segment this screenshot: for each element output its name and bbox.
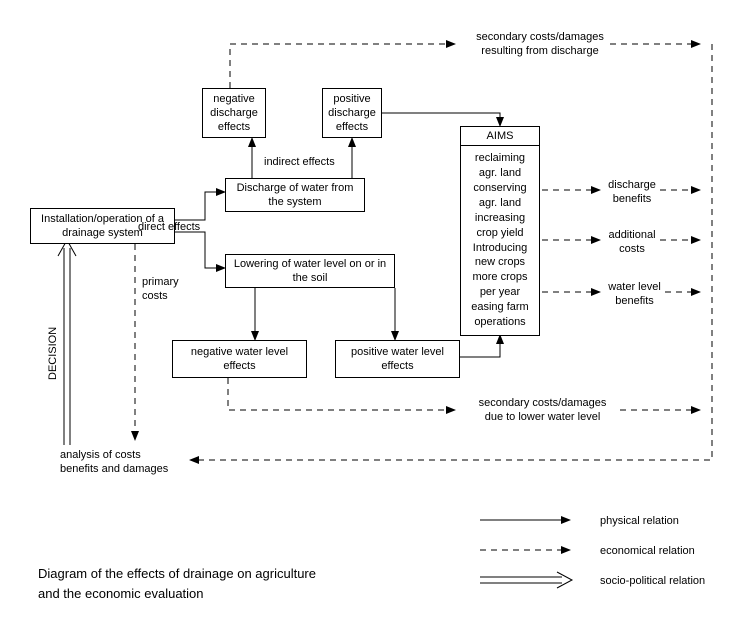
label-additional-costs: additional costs (602, 228, 662, 257)
label-decision: DECISION (47, 327, 59, 380)
box-discharge: Discharge of water from the system (225, 178, 365, 212)
label-sec-cost-discharge: secondary costs/damages resulting from d… (460, 30, 620, 59)
label-analysis: analysis of costs benefits and damages (60, 448, 190, 477)
legend-socio: socio-political relation (600, 574, 705, 588)
box-neg-discharge: negative discharge effects (202, 88, 266, 138)
diagram-title: Diagram of the effects of drainage on ag… (38, 564, 368, 603)
label-indirect: indirect effects (264, 155, 335, 169)
box-neg-wl: negative water level effects (172, 340, 307, 378)
label-sec-cost-wl: secondary costs/damages due to lower wat… (460, 396, 625, 425)
box-pos-wl: positive water level effects (335, 340, 460, 378)
box-aims-body: reclaiming agr. land conserving agr. lan… (460, 146, 540, 336)
legend-physical: physical relation (600, 514, 679, 528)
box-pos-discharge: positive discharge effects (322, 88, 382, 138)
legend-economic: economical relation (600, 544, 695, 558)
box-aims-header: AIMS (460, 126, 540, 146)
label-direct: direct effects (138, 220, 200, 234)
label-wl-benefits: water level benefits (602, 280, 667, 309)
label-discharge-benefits: discharge benefits (602, 178, 662, 207)
label-primary: primary costs (142, 275, 179, 304)
box-lowering: Lowering of water level on or in the soi… (225, 254, 395, 288)
